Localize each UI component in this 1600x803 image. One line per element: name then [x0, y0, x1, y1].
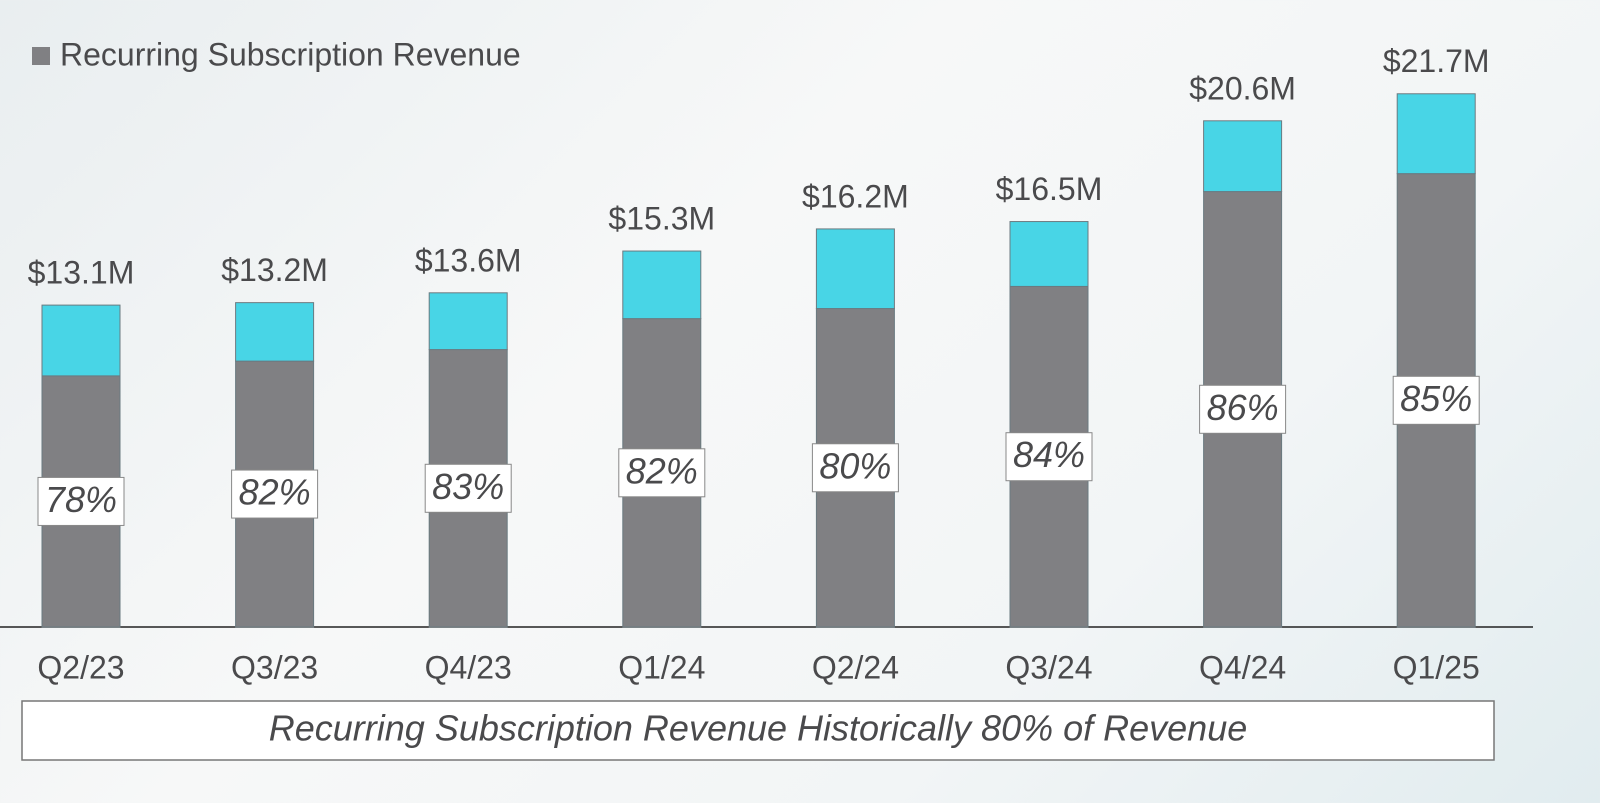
total-label: $13.1M: [28, 255, 135, 291]
x-tick-label: Q2/23: [37, 649, 124, 685]
total-label: $16.5M: [996, 171, 1103, 207]
x-tick-label: Q4/24: [1199, 649, 1286, 685]
bar-segment: [41, 304, 121, 377]
bar-segment: [1009, 221, 1089, 287]
total-label: $13.2M: [221, 252, 328, 288]
share-label: 84%: [1013, 434, 1085, 475]
total-label: $15.3M: [608, 200, 715, 236]
share-box: [618, 448, 706, 498]
total-label: $13.6M: [415, 242, 522, 278]
x-tick-label: Q2/24: [812, 649, 899, 685]
bar-segment: [235, 302, 315, 362]
total-label: $20.6M: [1189, 70, 1296, 106]
share-box: [1392, 375, 1480, 425]
share-box: [811, 443, 899, 493]
share-box: [424, 463, 512, 513]
footer-note: Recurring Subscription Revenue Historica…: [269, 708, 1248, 749]
x-tick-label: Q4/23: [425, 649, 512, 685]
x-tick-label: Q1/24: [618, 649, 705, 685]
total-label: $16.2M: [802, 178, 909, 214]
share-label: 82%: [239, 472, 311, 513]
x-tick-label: Q3/24: [1005, 649, 1092, 685]
bar-segment: [815, 228, 895, 310]
share-label: 83%: [432, 466, 504, 507]
share-label: 85%: [1400, 378, 1472, 419]
share-box: [37, 476, 125, 526]
share-label: 78%: [45, 479, 117, 520]
share-box: [1005, 432, 1093, 482]
bar-segment: [622, 250, 702, 320]
total-label: $21.7M: [1383, 43, 1490, 79]
share-box: [1199, 384, 1287, 434]
x-tick-label: Q1/25: [1393, 649, 1480, 685]
footer-box: [21, 700, 1495, 761]
x-tick-label: Q3/23: [231, 649, 318, 685]
bar-segment: [428, 292, 508, 351]
share-label: 86%: [1207, 387, 1279, 428]
share-label: 82%: [626, 450, 698, 491]
bar-segment: [1396, 93, 1476, 175]
bar-segment: [1203, 120, 1283, 193]
share-label: 80%: [819, 445, 891, 486]
share-box: [231, 469, 319, 519]
legend-label: Recurring Subscription Revenue: [60, 36, 521, 72]
legend-swatch: [32, 47, 50, 65]
